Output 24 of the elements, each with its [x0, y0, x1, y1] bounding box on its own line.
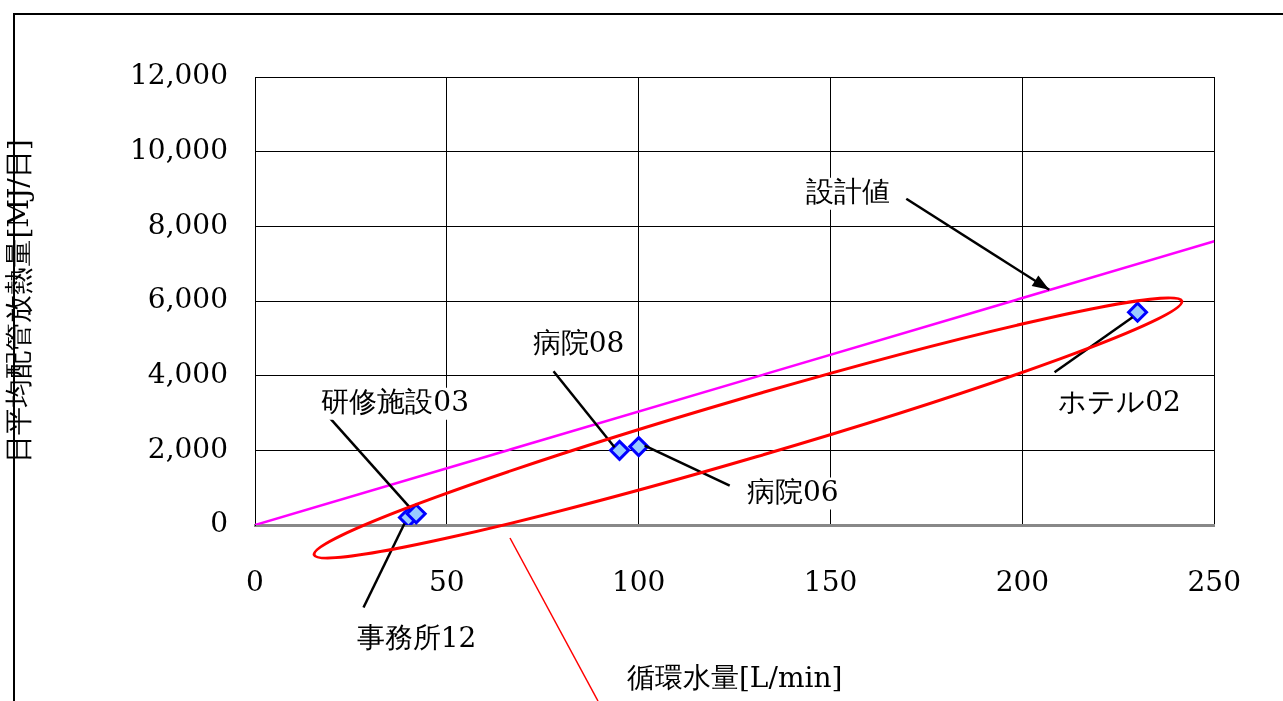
x-tick-label: 250 [1187, 565, 1241, 599]
x-tick-label: 50 [429, 565, 465, 599]
x-tick-label: 100 [611, 565, 666, 599]
x-tick-label: 200 [995, 565, 1050, 599]
annotation: 研修施設03 [321, 385, 469, 419]
point [628, 436, 650, 458]
annotation: 病院08 [532, 325, 625, 359]
annotation: 設計値 [806, 175, 891, 209]
x-tick-label: 150 [803, 565, 858, 599]
x-axis-title: 循環水量[L/min] [626, 661, 843, 695]
annotation: 病院06 [746, 474, 839, 508]
y-tick-label: 8,000 [147, 207, 228, 241]
point [405, 503, 427, 525]
y-tick-label: 6,000 [147, 282, 228, 316]
x-tick-label: 0 [246, 565, 264, 599]
point [609, 439, 631, 461]
y-tick-label: 10,000 [130, 132, 228, 166]
y-tick-label: 0 [210, 506, 228, 540]
annotation: ホテル02 [1058, 385, 1181, 419]
y-tick-label: 4,000 [147, 356, 228, 390]
point [1127, 301, 1149, 323]
annotation: 事務所12 [356, 620, 477, 654]
y-tick-label: 12,000 [130, 58, 228, 92]
y-tick-label: 2,000 [147, 431, 228, 465]
